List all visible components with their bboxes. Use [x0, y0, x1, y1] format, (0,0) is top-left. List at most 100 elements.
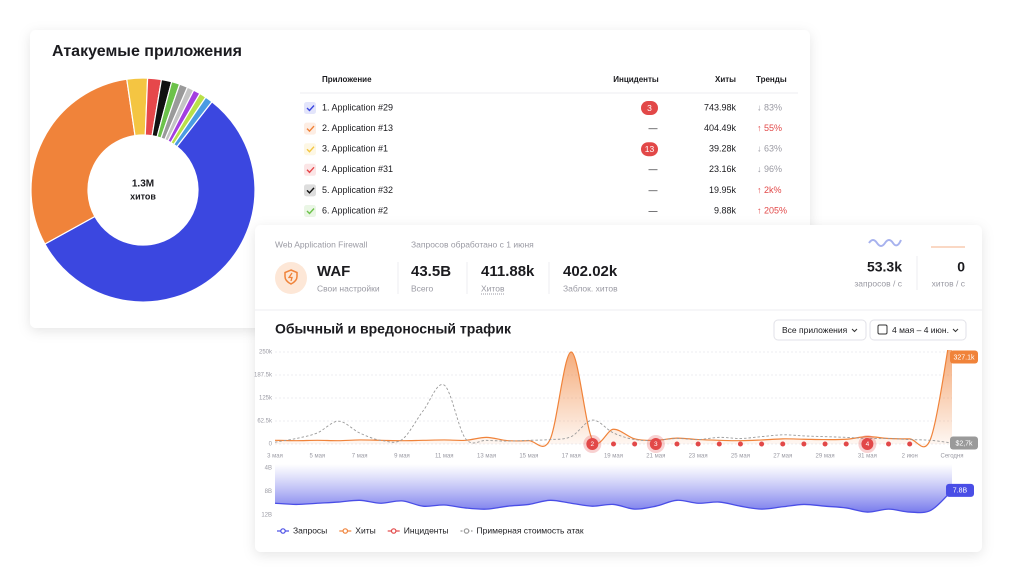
incident-badge	[641, 101, 658, 115]
hits: 743.98k	[704, 102, 737, 112]
app-name: 2. Application #13	[322, 123, 393, 133]
stat-value: 411.88k	[481, 263, 535, 280]
x-tick-label: 7 мая	[352, 454, 368, 460]
incident-marker	[801, 441, 807, 447]
incident-marker	[716, 441, 722, 447]
checkmark	[306, 125, 315, 133]
legend-label: Хиты	[355, 525, 375, 535]
x-tick-label: 5 мая	[309, 454, 325, 460]
value-badge-label: 7.8B	[953, 488, 968, 495]
legend-label: Примерная стоимость атак	[477, 525, 584, 535]
checkmark	[306, 166, 315, 174]
x-tick-label: 13 мая	[477, 454, 496, 460]
plot-area	[274, 350, 953, 448]
hits: 9.88k	[714, 205, 737, 215]
x-tick-label: 15 мая	[519, 454, 538, 460]
rate-value: 0	[957, 259, 965, 275]
incident-marker	[780, 441, 786, 447]
value-badge-label: $2,7k	[955, 440, 973, 447]
donut	[30, 77, 256, 303]
incident-marker	[632, 441, 638, 447]
incident-badge	[641, 142, 658, 157]
trend: ↑ 55%	[757, 123, 782, 133]
incident-count: —	[649, 164, 658, 174]
y-tick-label: 0	[269, 442, 273, 448]
app-name: 1. Application #29	[322, 102, 393, 112]
table-header: Хиты	[715, 75, 736, 84]
table-header: Инциденты	[613, 75, 659, 84]
donut-segment	[30, 78, 136, 245]
donut-segment	[44, 100, 256, 303]
checkbox	[304, 102, 316, 114]
y-tick-label: 125k	[259, 396, 273, 402]
incident-count: —	[649, 205, 658, 215]
hits: 19.95k	[709, 185, 737, 195]
waf-name: WAF	[317, 263, 350, 280]
stat-value: 43.5B	[411, 263, 451, 280]
checkmark	[306, 146, 315, 153]
x-tick-label: 2 июн	[902, 454, 918, 460]
y-tick-label: 250k	[259, 350, 273, 356]
checkmark	[306, 187, 315, 194]
y-tick-label: 12B	[261, 513, 272, 519]
checkmark	[306, 105, 315, 112]
date-filter-label[interactable]: 4 мая – 4 июн.	[892, 325, 949, 335]
hits-line	[274, 350, 949, 448]
checkbox	[304, 122, 316, 135]
donut-center-value: 1.3M	[132, 179, 154, 190]
checkbox	[304, 143, 316, 156]
value-badge	[946, 483, 974, 497]
incident-count: 13	[645, 144, 655, 154]
stat-label: Всего	[411, 283, 434, 293]
x-tick-label: 31 мая	[858, 454, 877, 460]
trend: ↓ 96%	[757, 164, 782, 174]
requests-label: Запросов обработано с 1 июня	[411, 239, 534, 249]
value-badge-label: 327.1k	[953, 354, 975, 361]
x-tick-label: 25 мая	[731, 454, 750, 460]
incident-marker	[822, 441, 828, 447]
waf-icon-shield	[284, 269, 298, 285]
incident-count: —	[649, 185, 658, 195]
table-rows: 1. Application #29 3 743.98k ↓ 83% 2. Applic…	[304, 101, 787, 217]
rate-value: 53.3k	[867, 259, 902, 275]
chart-title: Обычный и вредоносный трафик	[275, 321, 512, 337]
legend-swatch-dot	[342, 528, 349, 534]
incident-marker	[759, 441, 765, 447]
app-filter[interactable]	[773, 319, 867, 341]
app-name: 6. Application #2	[322, 205, 388, 215]
requests-line	[274, 489, 953, 514]
incident-marker	[843, 441, 849, 447]
date-filter[interactable]	[869, 319, 967, 341]
incident-count: —	[649, 123, 658, 133]
app-filter-label[interactable]: Все приложения	[782, 325, 848, 335]
waf-settings: Свои настройки	[317, 283, 380, 293]
x-tick-label: 19 мая	[604, 454, 623, 460]
hits: 404.49k	[704, 123, 737, 133]
trend: ↑ 205%	[757, 205, 787, 215]
incident-marker	[695, 441, 701, 447]
hits: 39.28k	[709, 144, 737, 154]
stat-value: 402.02k	[563, 263, 618, 280]
checkbox	[304, 205, 316, 217]
x-tick-label: 11 мая	[435, 454, 454, 460]
value-badge	[950, 350, 978, 364]
incident-marker	[861, 438, 874, 450]
x-tick-label: 23 мая	[689, 454, 708, 460]
incident-marker	[586, 438, 599, 450]
x-tick-label: 29 мая	[816, 454, 835, 460]
legend-swatch-dot	[280, 528, 286, 534]
x-tick-label: 21 мая	[646, 454, 665, 460]
product-label: Web Application Firewall	[275, 239, 368, 249]
checkbox	[304, 184, 316, 197]
hits: 23.16k	[709, 164, 737, 174]
incident-label: 3	[654, 441, 658, 448]
legend-swatch-dot	[390, 528, 397, 534]
legend-label: Запросы	[293, 525, 327, 535]
sparkline	[868, 239, 902, 247]
checkbox	[304, 163, 316, 176]
y-tick-label: 187.5k	[254, 373, 273, 379]
legend-label: Инциденты	[404, 525, 449, 535]
trend: ↓ 83%	[757, 102, 782, 112]
